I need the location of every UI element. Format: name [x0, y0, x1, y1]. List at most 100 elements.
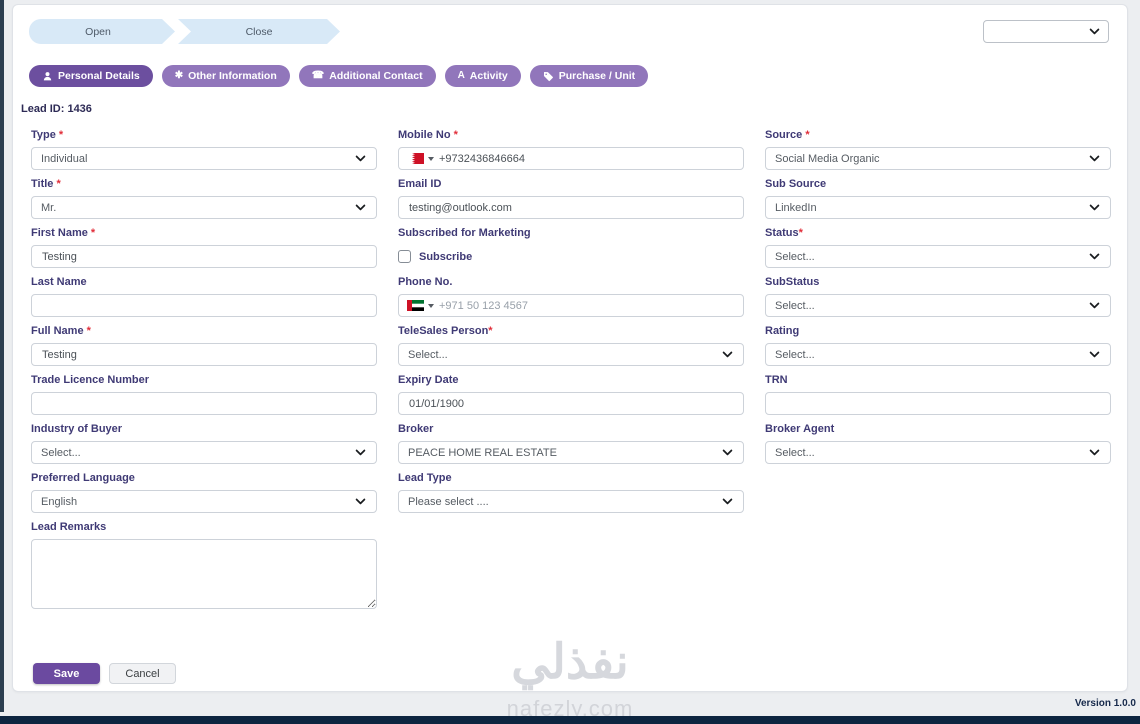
- trn-input[interactable]: [765, 392, 1111, 415]
- broker-select[interactable]: PEACE HOME REAL ESTATE: [398, 441, 744, 464]
- field-telesales-person: TeleSales Person* Select...: [398, 325, 744, 366]
- first-name-label: First Name: [31, 227, 88, 239]
- person-icon: [42, 71, 53, 82]
- field-broker-agent: Broker Agent Select...: [765, 423, 1111, 464]
- first-name-input[interactable]: [31, 245, 377, 268]
- trade-licence-number-label: Trade Licence Number: [31, 374, 149, 386]
- status-breadcrumb: Open Close: [29, 19, 340, 44]
- field-industry-of-buyer: Industry of Buyer Select...: [31, 423, 377, 464]
- chevron-down-icon: [1088, 348, 1101, 361]
- broker-select-value: PEACE HOME REAL ESTATE: [408, 446, 557, 459]
- mobile-no-label: Mobile No: [398, 129, 451, 141]
- cancel-button[interactable]: Cancel: [109, 663, 176, 684]
- broker-agent-label: Broker Agent: [765, 423, 835, 435]
- email-id-input[interactable]: [398, 196, 744, 219]
- required-mark: *: [488, 325, 493, 337]
- source-select[interactable]: Social Media Organic: [765, 147, 1111, 170]
- lead-id-text: Lead ID: 1436: [21, 103, 92, 115]
- required-mark: *: [83, 325, 91, 337]
- uae-flag-icon[interactable]: [407, 300, 434, 311]
- bahrain-flag-icon[interactable]: [407, 153, 434, 164]
- chevron-down-icon: [1088, 299, 1101, 312]
- last-name-input[interactable]: [31, 294, 377, 317]
- preferred-language-select[interactable]: English: [31, 490, 377, 513]
- lead-type-label: Lead Type: [398, 472, 452, 484]
- telesales-person-select[interactable]: Select...: [398, 343, 744, 366]
- chevron-down-icon: [721, 348, 734, 361]
- header-dropdown[interactable]: [983, 20, 1109, 43]
- field-title: Title * Mr.: [31, 178, 377, 219]
- lead-type-select[interactable]: Please select ....: [398, 490, 744, 513]
- chevron-down-icon: [354, 152, 367, 165]
- field-mobile-no: Mobile No *: [398, 129, 744, 170]
- tab-other-information[interactable]: ✱ Other Information: [161, 65, 290, 87]
- phone-no-label: Phone No.: [398, 276, 453, 288]
- mobile-no-phone-field: [398, 147, 744, 170]
- field-phone-no: Phone No.: [398, 276, 744, 317]
- chevron-down-icon: [354, 446, 367, 459]
- rating-select[interactable]: Select...: [765, 343, 1111, 366]
- field-source: Source * Social Media Organic: [765, 129, 1111, 170]
- type-label: Type: [31, 129, 56, 141]
- tab-activity[interactable]: A Activity: [444, 65, 521, 87]
- lead-remarks-label: Lead Remarks: [31, 521, 107, 533]
- status-select-value: Select...: [775, 250, 815, 263]
- mobile-no-input[interactable]: [439, 152, 735, 165]
- phone-no-input[interactable]: [439, 299, 735, 312]
- empty-grid-cell: [765, 472, 1111, 513]
- chevron-down-icon: [1088, 201, 1101, 214]
- chevron-down-icon: [354, 201, 367, 214]
- expiry-date-input[interactable]: [398, 392, 744, 415]
- type-select[interactable]: Individual: [31, 147, 377, 170]
- preferred-language-label: Preferred Language: [31, 472, 135, 484]
- full-name-input[interactable]: [31, 343, 377, 366]
- subscribe-checkbox[interactable]: [398, 250, 411, 263]
- field-status: Status* Select...: [765, 227, 1111, 268]
- tab-purchase-unit[interactable]: Purchase / Unit: [529, 65, 649, 87]
- last-name-label: Last Name: [31, 276, 87, 288]
- broker-agent-select[interactable]: Select...: [765, 441, 1111, 464]
- sub-source-select[interactable]: LinkedIn: [765, 196, 1111, 219]
- industry-of-buyer-select-value: Select...: [41, 446, 81, 459]
- required-mark: *: [87, 227, 96, 239]
- rating-select-value: Select...: [775, 348, 815, 361]
- field-first-name: First Name *: [31, 227, 377, 268]
- breadcrumb-step-close-label: Close: [245, 25, 273, 38]
- phone-icon: ☎: [311, 70, 325, 81]
- sub-source-label: Sub Source: [765, 178, 827, 190]
- required-mark: *: [55, 129, 64, 141]
- trade-licence-number-input[interactable]: [31, 392, 377, 415]
- substatus-label: SubStatus: [765, 276, 820, 288]
- tab-additional-contact[interactable]: ☎ Additional Contact: [298, 65, 436, 87]
- field-trade-licence-number: Trade Licence Number: [31, 374, 377, 415]
- chevron-down-icon: [721, 446, 734, 459]
- industry-of-buyer-select[interactable]: Select...: [31, 441, 377, 464]
- field-email-id: Email ID: [398, 178, 744, 219]
- letter-a-icon: A: [457, 70, 465, 81]
- field-substatus: SubStatus Select...: [765, 276, 1111, 317]
- save-button[interactable]: Save: [33, 663, 100, 684]
- field-last-name: Last Name: [31, 276, 377, 317]
- chevron-down-icon: [1088, 446, 1101, 459]
- tab-other-information-label: Other Information: [188, 70, 277, 82]
- preferred-language-select-value: English: [41, 495, 78, 508]
- type-select-value: Individual: [41, 152, 88, 165]
- title-select[interactable]: Mr.: [31, 196, 377, 219]
- breadcrumb-step-open[interactable]: Open: [29, 19, 175, 44]
- telesales-person-select-value: Select...: [408, 348, 448, 361]
- substatus-select[interactable]: Select...: [765, 294, 1111, 317]
- breadcrumb-step-close[interactable]: Close: [178, 19, 340, 44]
- lead-form-card: Open Close Personal Details ✱ Other Info…: [12, 4, 1128, 692]
- chevron-down-icon: [1088, 152, 1101, 165]
- expiry-date-label: Expiry Date: [398, 374, 459, 386]
- flag-caret-icon: [428, 303, 434, 308]
- tab-activity-label: Activity: [469, 70, 508, 82]
- chevron-down-icon: [1088, 250, 1101, 263]
- tab-personal-details[interactable]: Personal Details: [29, 65, 153, 87]
- chevron-down-icon: [721, 495, 734, 508]
- industry-of-buyer-label: Industry of Buyer: [31, 423, 123, 435]
- title-select-value: Mr.: [41, 201, 57, 214]
- subscribe-checkbox-row[interactable]: Subscribe: [398, 245, 744, 268]
- status-select[interactable]: Select...: [765, 245, 1111, 268]
- lead-remarks-textarea[interactable]: [31, 539, 377, 609]
